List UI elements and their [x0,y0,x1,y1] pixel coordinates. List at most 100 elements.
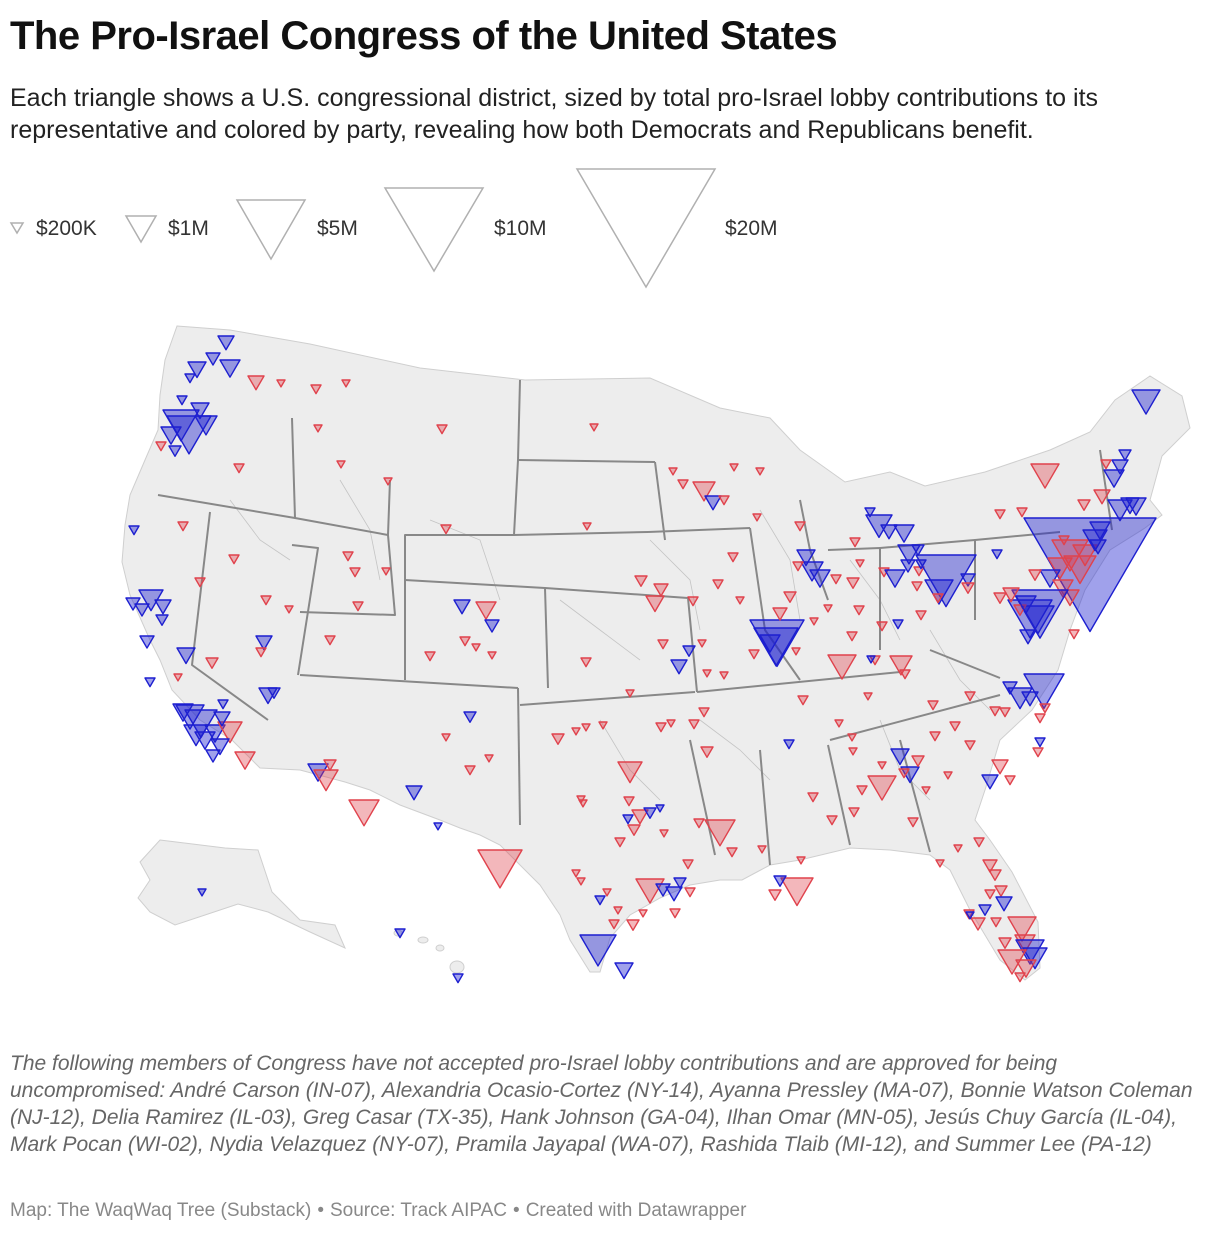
district-marker-republican[interactable] [608,919,620,930]
district-marker-republican[interactable] [551,733,565,746]
district-marker-republican[interactable] [907,817,919,828]
district-marker-republican[interactable] [997,949,1027,975]
district-marker-democrat[interactable] [1111,459,1129,475]
district-marker-republican[interactable] [1093,489,1111,505]
district-marker-republican[interactable] [1028,569,1042,582]
district-marker-democrat[interactable] [884,569,906,588]
district-marker-republican[interactable] [659,829,669,838]
district-marker-democrat[interactable] [978,904,992,917]
district-marker-republican[interactable] [484,754,494,763]
district-marker-democrat[interactable] [1089,521,1111,540]
district-marker-republican[interactable] [669,908,681,919]
district-marker-republican[interactable] [899,669,911,680]
district-marker-republican[interactable] [233,463,245,474]
district-marker-republican[interactable] [994,885,1008,898]
district-marker-republican[interactable] [867,775,897,801]
district-marker-republican[interactable] [949,721,961,732]
district-marker-republican[interactable] [464,765,476,776]
district-marker-republican[interactable] [834,719,844,728]
district-marker-democrat[interactable] [893,524,915,543]
district-marker-democrat[interactable] [995,896,1013,912]
district-marker-democrat[interactable] [749,619,805,668]
district-marker-democrat[interactable] [255,635,273,651]
district-marker-republican[interactable] [927,700,939,711]
district-marker-democrat[interactable] [924,579,954,605]
district-marker-democrat[interactable] [205,352,221,366]
district-marker-republican[interactable] [623,796,635,807]
district-marker-republican[interactable] [863,692,873,701]
district-marker-republican[interactable] [352,601,364,612]
district-marker-republican[interactable] [477,849,523,889]
district-marker-democrat[interactable] [809,569,831,588]
district-marker-republican[interactable] [792,561,804,572]
district-marker-democrat[interactable] [1034,737,1046,748]
district-marker-republican[interactable] [571,869,581,878]
district-marker-republican[interactable] [932,593,944,604]
district-marker-republican[interactable] [313,769,339,792]
district-marker-democrat[interactable] [154,599,172,615]
district-marker-democrat[interactable] [1118,449,1132,462]
district-marker-republican[interactable] [580,657,592,668]
district-marker-democrat[interactable] [682,645,696,658]
district-marker-republican[interactable] [436,424,448,435]
district-marker-democrat[interactable] [219,359,241,378]
district-marker-republican[interactable] [848,747,858,756]
district-marker-republican[interactable] [911,581,923,592]
district-marker-democrat[interactable] [1015,595,1037,614]
district-marker-republican[interactable] [772,607,788,621]
district-marker-democrat[interactable] [594,895,606,906]
district-marker-republican[interactable] [342,551,354,562]
district-marker-republican[interactable] [727,552,739,563]
district-marker-republican[interactable] [341,379,351,388]
district-marker-democrat[interactable] [1021,605,1055,635]
district-marker-republican[interactable] [853,605,865,616]
district-marker-democrat[interactable] [217,335,235,351]
district-marker-republican[interactable] [999,707,1011,718]
district-marker-democrat[interactable] [197,888,207,897]
district-marker-republican[interactable] [677,479,689,490]
district-marker-democrat[interactable] [911,544,925,557]
district-marker-democrat[interactable] [965,911,975,920]
district-marker-republican[interactable] [830,574,842,585]
district-marker-republican[interactable] [666,719,676,728]
district-marker-republican[interactable] [697,639,707,648]
district-marker-republican[interactable] [846,631,858,642]
district-marker-republican[interactable] [1047,557,1073,580]
district-marker-republican[interactable] [780,877,814,907]
district-marker-democrat[interactable] [213,711,231,727]
district-marker-republican[interactable] [827,654,857,680]
district-marker-democrat[interactable] [205,749,221,763]
district-marker-republican[interactable] [718,495,730,506]
district-marker-republican[interactable] [459,636,471,647]
district-marker-democrat[interactable] [773,875,787,888]
district-marker-democrat[interactable] [673,877,687,890]
district-marker-republican[interactable] [994,509,1006,520]
district-marker-republican[interactable] [807,792,819,803]
district-marker-republican[interactable] [855,559,865,568]
district-marker-democrat[interactable] [981,774,999,790]
district-marker-republican[interactable] [381,567,391,576]
district-marker-republican[interactable] [991,759,1009,775]
district-marker-republican[interactable] [993,592,1007,605]
district-marker-democrat[interactable] [453,599,471,615]
district-marker-republican[interactable] [684,887,696,898]
district-marker-republican[interactable] [911,755,925,768]
district-marker-republican[interactable] [700,746,714,759]
district-marker-republican[interactable] [336,460,346,469]
district-marker-republican[interactable] [617,761,643,784]
district-marker-republican[interactable] [228,554,240,565]
district-marker-republican[interactable] [1077,499,1091,512]
district-marker-democrat[interactable] [960,573,976,587]
district-marker-republican[interactable] [383,477,393,486]
district-marker-republican[interactable] [921,786,931,795]
district-marker-democrat[interactable] [915,554,977,608]
district-marker-republican[interactable] [645,595,665,613]
district-marker-democrat[interactable] [1002,681,1018,695]
district-marker-republican[interactable] [757,845,767,854]
district-marker-republican[interactable] [998,937,1012,950]
district-marker-democrat[interactable] [267,687,281,700]
district-marker-democrat[interactable] [204,724,226,743]
district-marker-republican[interactable] [424,651,436,662]
district-marker-democrat[interactable] [125,597,141,611]
district-marker-republican[interactable] [440,524,452,535]
